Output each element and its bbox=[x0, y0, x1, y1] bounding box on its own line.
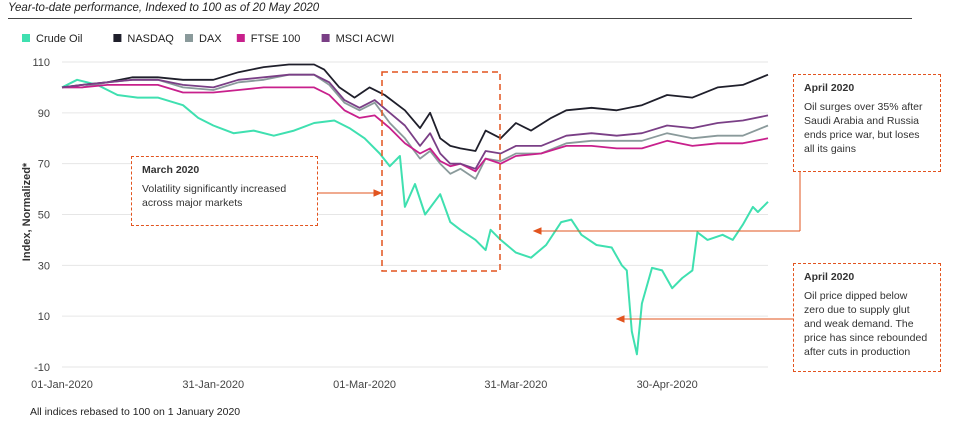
x-axis-ticks: 01-Jan-2020 31-Jan-2020 01-Mar-2020 31-Mar-… bbox=[31, 379, 698, 391]
y-tick-label: 90 bbox=[38, 108, 50, 120]
x-tick-label: 01-Jan-2020 bbox=[31, 379, 93, 391]
x-tick-label: 31-Mar-2020 bbox=[484, 379, 547, 391]
y-tick-label: 30 bbox=[38, 260, 50, 272]
march-highlight-box bbox=[381, 71, 501, 272]
y-axis-label: Index, Normalized* bbox=[21, 162, 33, 261]
legend-label-dax: DAX bbox=[199, 33, 222, 45]
annotation-march-2020: March 2020 Volatility significantly incr… bbox=[131, 156, 318, 226]
y-tick-label: 110 bbox=[32, 57, 50, 69]
legend-swatch-nasdaq bbox=[113, 34, 122, 42]
annotation-title: March 2020 bbox=[142, 164, 200, 176]
y-tick-label: 10 bbox=[38, 311, 50, 323]
annotation-april-2020-oil-surge: April 2020 Oil surges over 35% after Sau… bbox=[793, 74, 941, 172]
series-line-ftse bbox=[62, 84, 769, 173]
series-line-crude_oil bbox=[61, 78, 769, 356]
annotation-text: Oil price dipped below zero due to suppl… bbox=[804, 290, 928, 358]
x-tick-label: 31-Jan-2020 bbox=[182, 379, 244, 391]
legend-swatch-crude_oil bbox=[22, 34, 30, 42]
legend: Crude Oil NASDAQ DAX FTSE 100 MSCI ACWI bbox=[22, 33, 394, 45]
legend-swatch-dax bbox=[185, 34, 193, 42]
annotation-april-2020-negative-oil: April 2020 Oil price dipped below zero d… bbox=[793, 263, 941, 372]
x-tick-label: 30-Apr-2020 bbox=[637, 379, 698, 391]
legend-swatch-msci bbox=[321, 34, 330, 42]
series-line-msci bbox=[61, 73, 769, 170]
gridlines bbox=[62, 61, 768, 368]
legend-label-nasdaq: NASDAQ bbox=[127, 33, 174, 45]
connector-march-arrowhead bbox=[373, 189, 383, 197]
y-tick-label: 70 bbox=[38, 159, 50, 171]
y-axis-ticks: -10 10 30 50 70 90 110 bbox=[32, 57, 50, 374]
footnote: All indices rebased to 100 on 1 January … bbox=[30, 406, 241, 418]
series-line-nasdaq bbox=[61, 63, 769, 152]
x-tick-label: 01-Mar-2020 bbox=[333, 379, 396, 391]
annotation-text: Volatility significantly increased acros… bbox=[142, 183, 287, 209]
connector-oil-negative-arrowhead bbox=[615, 315, 625, 323]
annotation-text: Oil surges over 35% after Saudi Arabia a… bbox=[804, 101, 923, 155]
legend-swatch-ftse bbox=[236, 34, 245, 42]
legend-label-ftse: FTSE 100 bbox=[251, 33, 301, 45]
annotation-title: April 2020 bbox=[804, 271, 855, 283]
chart-subtitle: Year-to-date performance, Indexed to 100… bbox=[8, 2, 320, 14]
y-tick-label: 50 bbox=[38, 210, 50, 222]
series-line-dax bbox=[62, 73, 769, 180]
y-tick-label: -10 bbox=[34, 362, 50, 374]
series-lines bbox=[61, 63, 769, 356]
header-divider bbox=[8, 18, 912, 19]
annotation-title: April 2020 bbox=[804, 82, 855, 94]
legend-label-crude_oil: Crude Oil bbox=[36, 33, 82, 45]
annotation-connectors bbox=[318, 84, 801, 323]
legend-label-msci: MSCI ACWI bbox=[336, 33, 395, 45]
connector-oil-surge-arrowhead bbox=[532, 227, 542, 235]
